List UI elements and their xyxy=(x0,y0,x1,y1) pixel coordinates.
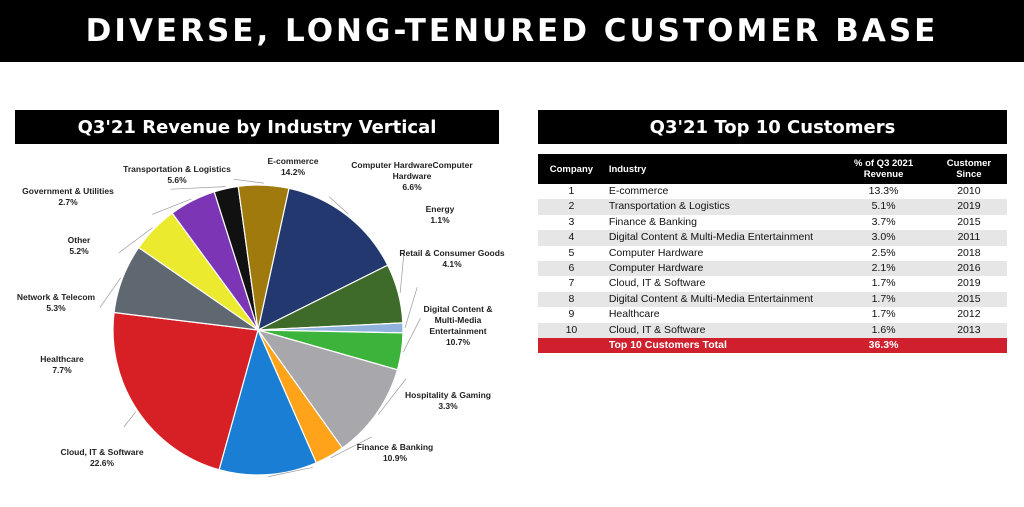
cell-customer-since: 2012 xyxy=(957,308,981,321)
slice-label: Finance & Banking 10.9% xyxy=(357,442,434,463)
cell-customer-since: 2010 xyxy=(957,185,981,197)
cell-company: 3 xyxy=(568,215,575,228)
cell-company: 5 xyxy=(568,246,575,259)
slice-label: Computer HardwareComputer Hardware 6.6% xyxy=(351,160,473,192)
leader-line xyxy=(328,196,349,215)
leader-line xyxy=(118,227,153,254)
slice-label: Retail & Consumer Goods 4.1% xyxy=(399,248,505,269)
cell-customer-since: 2019 xyxy=(957,277,981,290)
col-industry: Industry xyxy=(604,154,837,184)
cell-empty xyxy=(538,338,605,354)
slice-label: Hospitality & Gaming 3.3% xyxy=(405,390,491,411)
cell-revenue-pct: 2.1% xyxy=(836,261,931,277)
pie-slice xyxy=(112,311,259,471)
table-row: 9 Healthcare 1.7% 2012 xyxy=(538,307,1007,322)
cell-revenue-pct: 1.7% xyxy=(836,291,931,308)
table-header-row: Company Industry % of Q3 2021 Revenue Cu… xyxy=(538,154,1007,184)
leader-line xyxy=(330,436,372,459)
cell-revenue-pct: 13.3% xyxy=(868,185,899,197)
cell-company: 9 xyxy=(568,308,575,321)
cell-industry: Computer Hardware xyxy=(604,261,837,277)
total-pct: 36.3% xyxy=(836,338,931,354)
top-banner: DIVERSE, LONG-TENURED CUSTOMER BASE xyxy=(0,0,1024,62)
table-row: 4 Digital Content & Multi-Media Entertain… xyxy=(538,230,1007,246)
leader-line xyxy=(99,277,121,308)
cell-industry: Finance & Banking xyxy=(608,215,697,228)
cell-industry: Digital Content & Multi-Media Entertainm… xyxy=(604,230,837,246)
cell-industry: Digital Content & Multi-Media Entertainm… xyxy=(604,291,837,308)
cell-company: 2 xyxy=(538,199,605,215)
cell-customer-since: 2011 xyxy=(930,230,1007,246)
col-revenue-pct: % of Q3 2021 Revenue xyxy=(836,154,931,184)
leader-line xyxy=(404,287,418,329)
cell-customer-since: 2019 xyxy=(930,199,1007,215)
cell-industry: Healthcare xyxy=(608,308,660,321)
leader-line xyxy=(377,378,407,415)
leader-line xyxy=(170,186,226,190)
cell-industry: Transportation & Logistics xyxy=(604,199,837,215)
cell-empty xyxy=(930,338,1007,354)
cell-industry: Computer Hardware xyxy=(608,246,704,259)
leader-line xyxy=(151,198,192,215)
cell-customer-since: 2013 xyxy=(930,322,1007,339)
leader-line xyxy=(233,178,264,184)
cell-company: 10 xyxy=(538,322,605,339)
cell-revenue-pct: 1.7% xyxy=(871,277,896,290)
cell-revenue-pct: 2.5% xyxy=(871,246,896,259)
leader-line xyxy=(399,249,405,293)
slice-label: E-commerce 14.2% xyxy=(267,156,318,177)
table-row: 3 Finance & Banking 3.7% 2015 xyxy=(538,215,1007,230)
cell-customer-since: 2018 xyxy=(957,246,981,259)
col-company: Company xyxy=(538,154,605,184)
table-row: 6 Computer Hardware 2.1% 2016 xyxy=(538,261,1007,277)
revenue-pie-chart: E-commerce 14.2% Computer HardwareComputer… xyxy=(17,156,505,477)
leader-line xyxy=(268,466,313,477)
cell-revenue-pct: 1.6% xyxy=(836,322,931,339)
cell-revenue-pct: 5.1% xyxy=(836,199,931,215)
table-header: Q3'21 Top 10 Customers xyxy=(538,110,1007,144)
cell-industry: E-commerce xyxy=(608,185,669,197)
cell-revenue-pct: 3.7% xyxy=(871,215,896,228)
table-body: 1 E-commerce 13.3% 2010 2 Transportation & Lo… xyxy=(538,184,1007,354)
cell-company: 6 xyxy=(538,261,605,277)
cell-customer-since: 2015 xyxy=(957,215,981,228)
slice-label: Cloud, IT & Software 22.6% xyxy=(60,447,143,468)
slice-label: Network & Telecom 5.3% xyxy=(17,292,96,313)
pie-slice xyxy=(237,184,290,331)
table-row: 1 E-commerce 13.3% 2010 xyxy=(538,184,1007,199)
cell-company: 1 xyxy=(568,185,575,197)
page-title: DIVERSE, LONG-TENURED CUSTOMER BASE xyxy=(85,13,939,49)
slice-label: Energy 1.1% xyxy=(426,204,455,225)
table-row: 5 Computer Hardware 2.5% 2018 xyxy=(538,246,1007,261)
slice-label: Other 5.2% xyxy=(68,235,91,256)
pie-slice xyxy=(256,328,399,449)
pie-slice xyxy=(218,328,318,476)
leader-line xyxy=(123,411,137,428)
table-total-row: Top 10 Customers Total 36.3% xyxy=(538,338,1007,354)
cell-revenue-pct: 3.0% xyxy=(836,230,931,246)
total-label: Top 10 Customers Total xyxy=(604,338,837,354)
pie-slice xyxy=(257,187,389,332)
cell-industry: Cloud, IT & Software xyxy=(608,277,706,290)
cell-company: 4 xyxy=(538,230,605,246)
cell-customer-since: 2015 xyxy=(930,291,1007,308)
top-customers-table: Company Industry % of Q3 2021 Revenue Cu… xyxy=(538,154,1007,354)
table-row: 10 Cloud, IT & Software 1.6% 2013 xyxy=(538,322,1007,339)
table-row: 8 Digital Content & Multi-Media Entertain… xyxy=(538,291,1007,308)
cell-revenue-pct: 1.7% xyxy=(871,308,896,321)
slice-label: Government & Utilities 2.7% xyxy=(22,186,114,207)
cell-company: 8 xyxy=(538,291,605,308)
slice-label: Transportation & Logistics 5.6% xyxy=(123,164,231,185)
leader-line xyxy=(403,318,421,352)
slice-label: Digital Content & Multi-Media Entertainmen… xyxy=(424,304,493,347)
cell-industry: Cloud, IT & Software xyxy=(604,322,837,339)
table-row: 2 Transportation & Logistics 5.1% 2019 xyxy=(538,199,1007,215)
cell-customer-since: 2016 xyxy=(930,261,1007,277)
col-customer-since: Customer Since xyxy=(930,154,1007,184)
table-row: 7 Cloud, IT & Software 1.7% 2019 xyxy=(538,276,1007,291)
cell-company: 7 xyxy=(568,277,575,290)
slice-label: Healthcare 7.7% xyxy=(40,354,84,375)
chart-header: Q3'21 Revenue by Industry Vertical xyxy=(15,110,499,144)
